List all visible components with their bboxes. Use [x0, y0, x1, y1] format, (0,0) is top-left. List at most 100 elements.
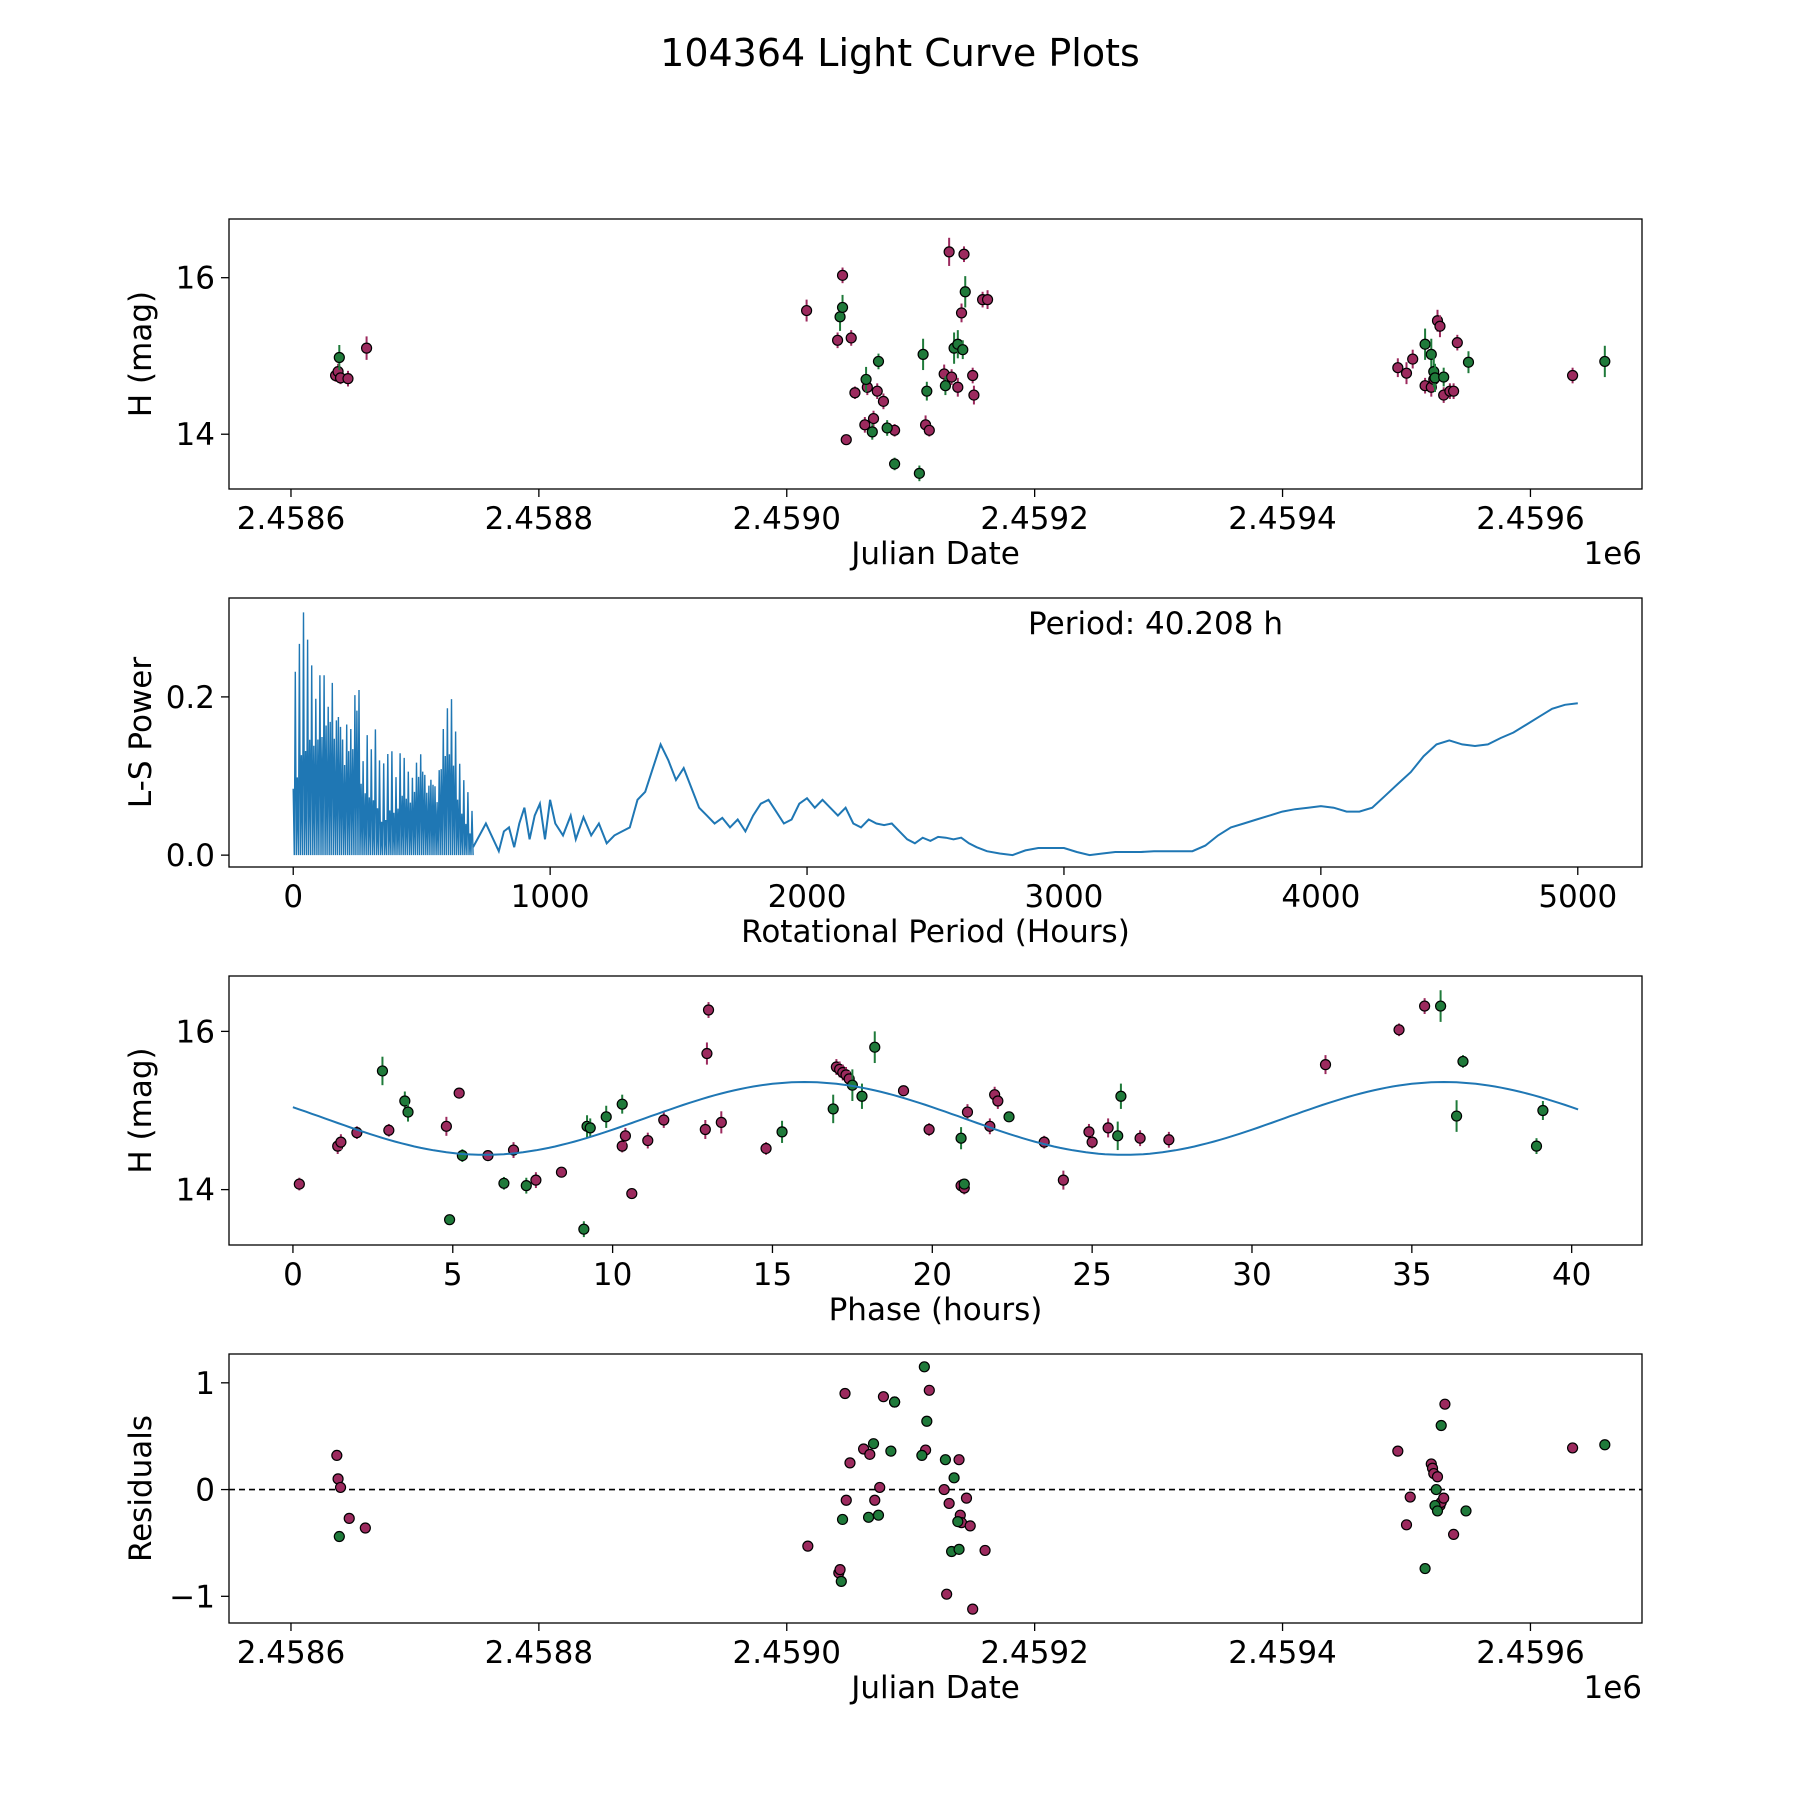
x-tick-label: 30: [1232, 1257, 1271, 1293]
data-point-filter-c: [939, 380, 952, 392]
data-point-filter-o: [658, 1114, 670, 1126]
x-tick-label: 2000: [768, 879, 847, 915]
data-point-filter-c: [917, 348, 929, 360]
x-tick-label: 15: [753, 1257, 792, 1293]
data-point-filter-c: [872, 1509, 885, 1521]
data-point-filter-o: [979, 1544, 991, 1557]
data-point-filter-o: [1086, 1136, 1098, 1148]
data-point-filter-o: [859, 419, 871, 431]
data-layer: [329, 237, 1611, 482]
data-point-filter-o: [1083, 1126, 1095, 1138]
y-tick-label: 14: [176, 1173, 215, 1209]
data-point-filter-o: [1434, 320, 1446, 332]
data-point-filter-c: [1431, 1505, 1444, 1517]
x-tick-label: 25: [1072, 1257, 1111, 1293]
data-point-filter-o: [960, 1492, 973, 1504]
data-point-filter-c: [888, 1396, 901, 1408]
y-tick-label: 16: [176, 1014, 215, 1050]
data-point-filter-o: [360, 342, 373, 354]
data-point-filter-c: [939, 1454, 952, 1466]
data-point-filter-o: [849, 387, 861, 399]
panel-residuals: 2.4586 2.4588 2.4590 2.4592 2.4594 2.4596 −1 0 1…: [123, 1353, 1643, 1706]
data-point-filter-c: [856, 1090, 868, 1102]
y-axis-label: Residuals: [123, 1415, 159, 1562]
panel-phased-curve: 0 5 10 15 20 25 30 35 40 14 16 Phase (hours) H (mag): [123, 975, 1643, 1328]
data-point-filter-o: [335, 1136, 347, 1148]
data-point-filter-o: [941, 1588, 953, 1600]
x-tick-label: 20: [913, 1257, 952, 1293]
data-point-filter-o: [1566, 1442, 1579, 1454]
x-tick-label: 2.4596: [1476, 1635, 1584, 1671]
x-axis-label: Julian Date: [849, 1670, 1020, 1706]
data-point-filter-o: [715, 1116, 727, 1128]
data-point-filter-o: [964, 1520, 976, 1532]
data-point-filter-c: [1450, 1110, 1463, 1122]
data-point-filter-c: [1430, 1483, 1442, 1496]
axes-frame: [228, 1353, 1643, 1624]
data-point-filter-o: [1419, 1000, 1431, 1012]
x-tick-label: 2.4592: [980, 1635, 1088, 1671]
axes-frame: [228, 218, 1643, 490]
data-point-filter-o: [440, 1120, 452, 1132]
data-point-filter-c: [866, 426, 878, 438]
data-point-filter-o: [992, 1095, 1004, 1107]
data-point-filter-o: [1404, 1491, 1416, 1503]
data-point-filter-o: [383, 1124, 395, 1136]
data-point-filter-c: [835, 1575, 847, 1587]
data-point-filter-o: [802, 1540, 814, 1552]
x-tick-label: 4000: [1281, 879, 1360, 915]
data-point-filter-c: [867, 1438, 880, 1450]
data-point-filter-c: [860, 373, 872, 386]
data-point-filter-c: [836, 301, 849, 314]
data-point-filter-o: [293, 1178, 305, 1190]
data-point-filter-c: [953, 1543, 965, 1555]
data-point-filter-c: [456, 1149, 468, 1162]
data-point-filter-o: [626, 1187, 638, 1200]
data-point-filter-o: [967, 369, 979, 382]
data-point-filter-o: [923, 424, 935, 436]
x-axis-label: Phase (hours): [829, 1292, 1043, 1328]
data-point-filter-o: [897, 1085, 910, 1097]
data-point-filter-o: [981, 294, 994, 306]
data-point-filter-o: [760, 1142, 772, 1155]
data-point-filter-o: [943, 1497, 955, 1510]
data-point-filter-o: [1439, 1398, 1451, 1410]
data-point-filter-c: [955, 1132, 967, 1144]
data-point-filter-o: [642, 1134, 654, 1147]
data-point-filter-o: [1438, 1492, 1450, 1504]
x-tick-label: 2.4594: [1228, 501, 1336, 537]
data-point-filter-o: [701, 1047, 713, 1060]
data-point-filter-c: [888, 458, 901, 470]
data-point-filter-c: [885, 1445, 897, 1457]
data-point-filter-o: [1392, 362, 1404, 374]
figure-title: 104364 Light Curve Plots: [660, 31, 1140, 75]
data-point-filter-o: [864, 1448, 876, 1460]
data-layer: [292, 990, 1579, 1238]
data-point-filter-c: [959, 286, 971, 298]
x-tick-label: 1000: [511, 879, 590, 915]
data-point-filter-o: [1447, 1528, 1460, 1541]
data-point-filter-c: [1530, 1140, 1543, 1152]
data-point-filter-c: [952, 1515, 964, 1528]
data-point-filter-c: [916, 1449, 928, 1462]
x-tick-label: 3000: [1025, 879, 1104, 915]
data-point-filter-o: [331, 1449, 343, 1462]
y-axis-label: H (mag): [123, 1047, 159, 1173]
axes-frame: [228, 597, 1643, 868]
data-point-filter-o: [840, 1494, 852, 1506]
y-tick-label: −1: [169, 1579, 215, 1615]
data-point-filter-c: [913, 467, 925, 479]
data-point-filter-c: [776, 1126, 788, 1138]
data-point-filter-c: [836, 1513, 849, 1526]
data-point-filter-o: [938, 1483, 950, 1496]
data-point-filter-c: [600, 1111, 612, 1123]
data-point-filter-o: [699, 1123, 711, 1136]
data-point-filter-o: [1431, 1471, 1444, 1483]
data-point-filter-o: [1163, 1134, 1175, 1146]
data-point-filter-c: [584, 1122, 596, 1134]
data-point-filter-c: [834, 311, 846, 323]
data-point-filter-o: [844, 1457, 856, 1469]
x-tick-label: 2.4596: [1476, 501, 1584, 537]
y-tick-label: 0.0: [166, 838, 215, 874]
data-point-filter-c: [1419, 1562, 1431, 1575]
